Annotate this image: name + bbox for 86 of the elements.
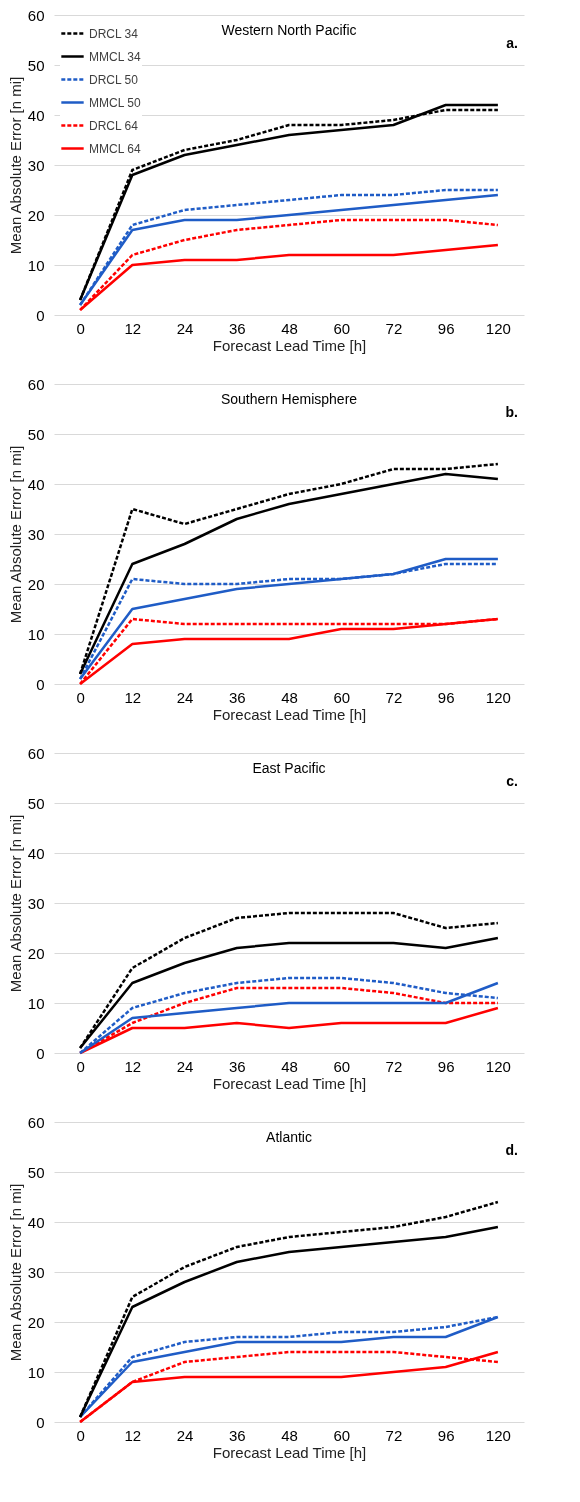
- y-tick-label: 20: [27, 575, 45, 593]
- x-tick-label: 12: [124, 688, 142, 706]
- x-axis-title: Forecast Lead Time [h]: [212, 336, 367, 354]
- y-tick-label: 40: [27, 844, 45, 862]
- x-tick-label: 24: [176, 1057, 194, 1075]
- x-tick-label: 36: [228, 1426, 246, 1444]
- y-tick-label: 40: [27, 1213, 45, 1231]
- annotation: a.: [506, 35, 518, 51]
- x-tick-label: 120: [485, 688, 511, 706]
- y-tick-label: 20: [27, 1313, 45, 1331]
- x-tick-label: 0: [76, 319, 85, 337]
- text: Western North Pacific: [221, 22, 357, 38]
- text: Southern Hemisphere: [220, 391, 358, 407]
- legend-label: MMCL 64: [89, 141, 141, 156]
- x-tick-label: 96: [437, 1057, 455, 1075]
- y-tick-label: 60: [27, 375, 45, 393]
- y-tick-label: 0: [36, 1413, 45, 1431]
- y-tick-label: 60: [27, 744, 45, 762]
- y-tick-label: 10: [27, 1363, 45, 1381]
- y-tick-label: 50: [27, 56, 45, 74]
- y-tick-label: 20: [27, 944, 45, 962]
- y-axis-title: Mean Absolute Error [n mi]: [6, 445, 24, 624]
- x-tick-label: 0: [76, 1057, 85, 1075]
- x-tick-label: 0: [76, 688, 85, 706]
- x-tick-label: 0: [76, 1426, 85, 1444]
- y-tick-label: 30: [27, 894, 45, 912]
- x-tick-label: 12: [124, 1426, 142, 1444]
- x-tick-label: 24: [176, 319, 194, 337]
- x-tick-label: 96: [437, 319, 455, 337]
- x-tick-label: 72: [385, 319, 403, 337]
- y-tick-label: 60: [27, 1113, 45, 1131]
- y-tick-label: 10: [27, 994, 45, 1012]
- text: East Pacific: [252, 760, 326, 776]
- x-tick-label: 72: [385, 1426, 403, 1444]
- annotation: d.: [505, 1142, 518, 1158]
- text: Atlantic: [266, 1129, 312, 1145]
- x-tick-label: 60: [333, 688, 351, 706]
- y-tick-label: 50: [27, 1163, 45, 1181]
- y-tick-label: 30: [27, 1263, 45, 1281]
- y-axis-title: Mean Absolute Error [n mi]: [6, 1183, 24, 1362]
- x-axis-title: Forecast Lead Time [h]: [212, 705, 367, 723]
- x-tick-label: 72: [385, 688, 403, 706]
- y-tick-label: 10: [27, 256, 45, 274]
- x-axis-title: Forecast Lead Time [h]: [212, 1443, 367, 1461]
- x-tick-label: 120: [485, 1426, 511, 1444]
- x-tick-label: 24: [176, 688, 194, 706]
- x-tick-label: 120: [485, 1057, 511, 1075]
- x-tick-label: 60: [333, 1057, 351, 1075]
- y-tick-label: 0: [36, 1044, 45, 1062]
- y-tick-label: 30: [27, 156, 45, 174]
- x-tick-label: 60: [333, 1426, 351, 1444]
- y-tick-label: 50: [27, 794, 45, 812]
- x-tick-label: 48: [281, 688, 298, 706]
- legend-label: DRCL 34: [89, 26, 139, 41]
- x-tick-label: 36: [228, 688, 246, 706]
- legend-label: DRCL 50: [89, 72, 139, 87]
- y-tick-label: 0: [36, 306, 45, 324]
- y-tick-label: 50: [27, 425, 45, 443]
- x-tick-label: 96: [437, 1426, 455, 1444]
- y-tick-label: 10: [27, 625, 45, 643]
- annotation: b.: [505, 404, 518, 420]
- y-axis-title: Mean Absolute Error [n mi]: [6, 814, 24, 993]
- x-tick-label: 48: [281, 1057, 298, 1075]
- x-tick-label: 48: [281, 319, 298, 337]
- annotation: c.: [506, 773, 518, 789]
- y-tick-label: 40: [27, 475, 45, 493]
- y-tick-label: 40: [27, 106, 45, 124]
- x-tick-label: 24: [176, 1426, 194, 1444]
- x-tick-label: 72: [385, 1057, 403, 1075]
- x-tick-label: 36: [228, 319, 246, 337]
- x-tick-label: 48: [281, 1426, 298, 1444]
- x-tick-label: 36: [228, 1057, 246, 1075]
- legend-label: MMCL 34: [89, 49, 141, 64]
- y-tick-label: 0: [36, 675, 45, 693]
- x-tick-label: 12: [124, 319, 142, 337]
- y-axis-title: Mean Absolute Error [n mi]: [6, 76, 24, 255]
- y-tick-label: 30: [27, 525, 45, 543]
- x-tick-label: 96: [437, 688, 455, 706]
- legend-label: DRCL 64: [89, 118, 139, 133]
- x-axis-title: Forecast Lead Time [h]: [212, 1074, 367, 1092]
- y-tick-label: 20: [27, 206, 45, 224]
- y-tick-label: 60: [27, 6, 45, 24]
- x-tick-label: 120: [485, 319, 511, 337]
- x-tick-label: 12: [124, 1057, 142, 1075]
- legend-label: MMCL 50: [89, 95, 141, 110]
- x-tick-label: 60: [333, 319, 351, 337]
